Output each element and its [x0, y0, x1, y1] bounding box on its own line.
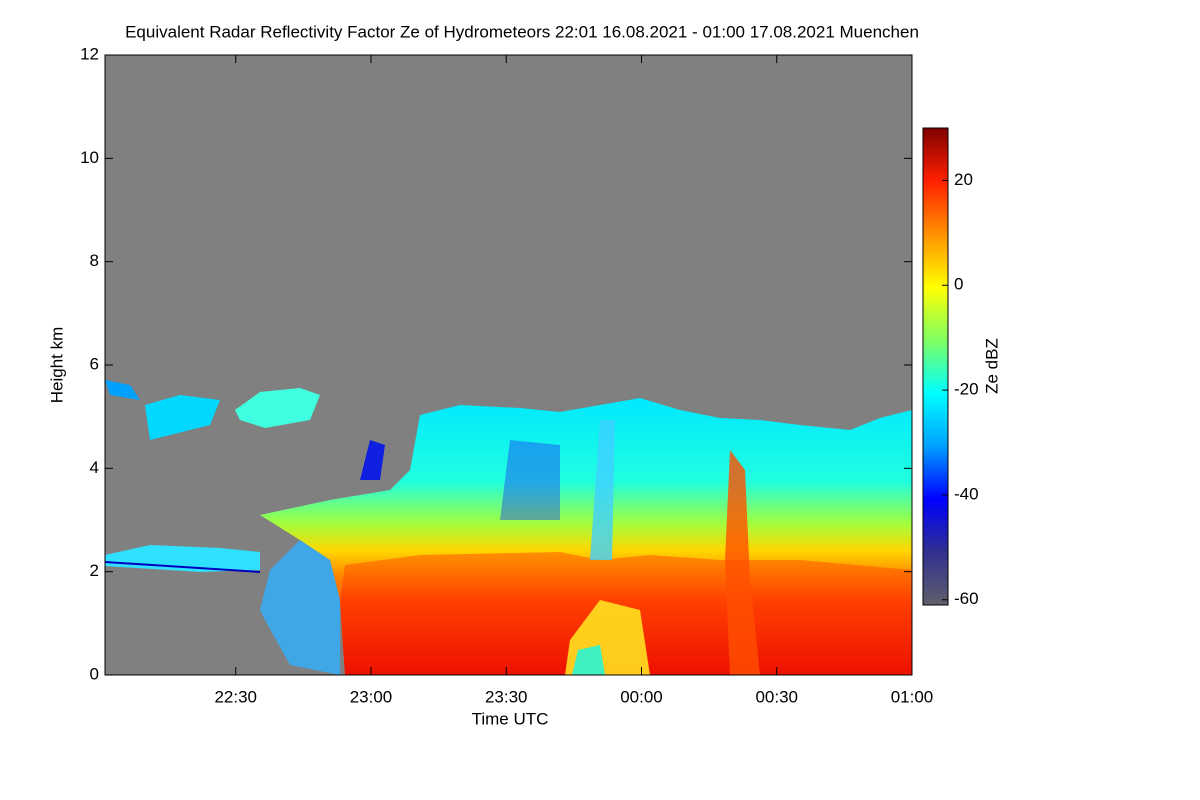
y-tick-label: 0: [90, 664, 99, 683]
colorbar-tick-label: -20: [954, 380, 979, 399]
colorbar: [922, 127, 949, 606]
colorbar-tick-label: 20: [954, 170, 973, 189]
y-tick-label: 4: [90, 458, 99, 477]
x-axis-label: Time UTC: [472, 709, 549, 728]
heatmap-field: [104, 380, 912, 675]
x-tick-label: 00:00: [620, 687, 663, 706]
colorbar-tick-label: 0: [954, 275, 963, 294]
y-axis-label: Height km: [47, 327, 66, 404]
x-tick-label: 23:30: [485, 687, 528, 706]
colorbar-label: Ze dBZ: [982, 338, 1001, 394]
y-tick-label: 2: [90, 561, 99, 580]
x-tick-label: 00:30: [755, 687, 798, 706]
x-tick-label: 22:30: [214, 687, 257, 706]
x-tick-label: 01:00: [891, 687, 934, 706]
y-tick-label: 6: [90, 354, 99, 373]
x-tick-label: 23:00: [350, 687, 393, 706]
colorbar-tick-label: -40: [954, 484, 979, 503]
y-tick-label: 12: [80, 44, 99, 63]
y-tick-label: 8: [90, 251, 99, 270]
y-tick-label: 10: [80, 148, 99, 167]
chart-title: Equivalent Radar Reflectivity Factor Ze …: [125, 22, 919, 41]
colorbar-tick-label: -60: [954, 589, 979, 608]
